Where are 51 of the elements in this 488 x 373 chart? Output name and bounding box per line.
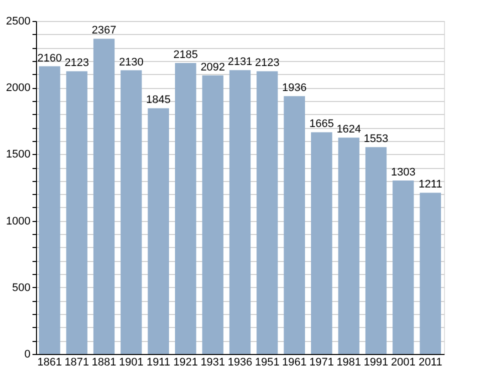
x-tick-label: 1951: [254, 356, 280, 368]
bar: [120, 70, 142, 354]
data-label: 2131: [228, 56, 252, 68]
data-label: 2367: [92, 24, 116, 37]
data-label: 2123: [64, 57, 90, 70]
data-label: 1936: [282, 82, 307, 94]
data-label: 2160: [37, 52, 62, 64]
bar: [229, 70, 251, 354]
y-tick-label: 0: [24, 348, 30, 360]
bar: [392, 180, 414, 354]
bar: [420, 192, 442, 354]
x-tick-label: 1936: [228, 356, 252, 368]
y-tick-label: 2500: [6, 16, 30, 28]
bar: [148, 108, 170, 354]
bar: [310, 132, 332, 354]
data-label: 1665: [309, 118, 334, 130]
data-label: 1303: [390, 166, 416, 178]
x-tick-label: 1911: [146, 356, 170, 368]
y-tick-label: 2000: [6, 82, 30, 94]
data-label: 2123: [254, 57, 280, 70]
bar: [93, 38, 115, 354]
data-label: 2130: [118, 56, 144, 68]
data-label: 1553: [364, 133, 388, 146]
data-label: 1211: [418, 178, 442, 191]
x-tick-label: 1931: [200, 356, 226, 368]
x-tick-label: 2011: [418, 356, 442, 368]
bar: [256, 71, 278, 354]
x-tick-label: 2001: [390, 356, 416, 368]
x-tick-label: 1921: [173, 356, 198, 368]
x-tick-label: 1981: [336, 356, 362, 368]
x-tick-label: 1861: [37, 356, 62, 368]
y-tick-label: 1000: [6, 215, 30, 228]
bar: [284, 96, 306, 354]
bar: [66, 71, 88, 354]
x-tick-label: 1881: [92, 356, 116, 368]
x-tick-label: 1871: [64, 356, 90, 368]
x-tick-label: 1971: [309, 356, 334, 368]
data-label: 1845: [146, 94, 171, 106]
x-tick-label: 1901: [118, 356, 144, 368]
bar: [174, 62, 196, 354]
data-label: 2092: [200, 61, 226, 74]
x-tick-label: 1961: [282, 356, 307, 368]
y-tick-label: 500: [12, 282, 30, 294]
bar: [38, 66, 60, 354]
data-label: 2185: [173, 48, 198, 61]
y-tick-label: 1500: [6, 148, 30, 161]
data-label: 1624: [336, 124, 362, 136]
bar: [202, 75, 224, 354]
bar: [338, 138, 360, 354]
bar: [365, 147, 387, 354]
x-tick-label: 1991: [364, 356, 388, 368]
